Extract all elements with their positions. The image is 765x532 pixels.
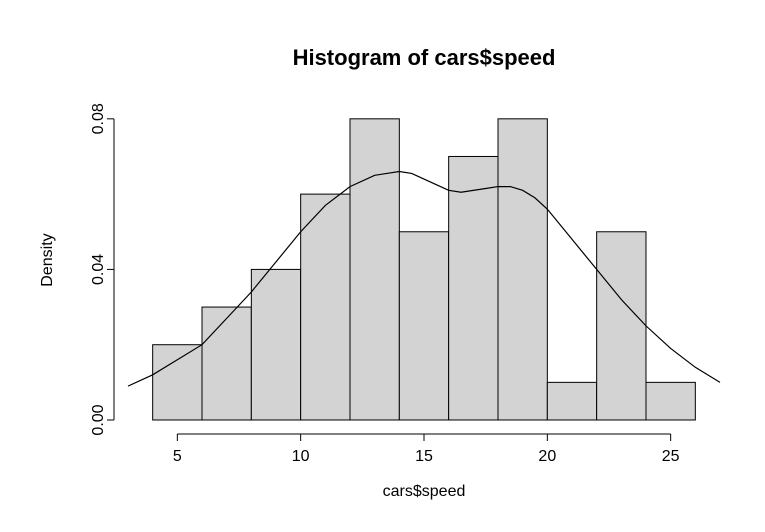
y-axis-label: Density bbox=[39, 233, 56, 286]
y-tick-label: 0.08 bbox=[90, 103, 107, 134]
histogram-bar bbox=[498, 119, 547, 420]
x-tick-label: 15 bbox=[415, 448, 433, 465]
histogram-bar bbox=[646, 382, 695, 420]
y-tick-label: 0.04 bbox=[90, 254, 107, 285]
y-tick-label: 0.00 bbox=[90, 404, 107, 435]
x-tick-label: 20 bbox=[538, 448, 556, 465]
histogram-bar bbox=[597, 232, 646, 420]
x-tick-label: 25 bbox=[662, 448, 680, 465]
histogram-chart: 5 10 15 20 25 0.00 0.04 0.08 Histogram of cars$s… bbox=[0, 0, 765, 532]
chart-title: Histogram of cars$speed bbox=[293, 45, 556, 70]
histogram-bar bbox=[547, 382, 596, 420]
histogram-bar bbox=[301, 194, 350, 420]
histogram-bar bbox=[153, 345, 202, 420]
x-tick-label: 10 bbox=[292, 448, 310, 465]
histogram-bar bbox=[350, 119, 399, 420]
x-axis-label: cars$speed bbox=[383, 483, 466, 500]
histogram-bar bbox=[449, 156, 498, 420]
x-tick-label: 5 bbox=[173, 448, 182, 465]
histogram-bar bbox=[202, 307, 251, 420]
histogram-bar bbox=[399, 232, 448, 420]
histogram-bar bbox=[251, 269, 300, 420]
